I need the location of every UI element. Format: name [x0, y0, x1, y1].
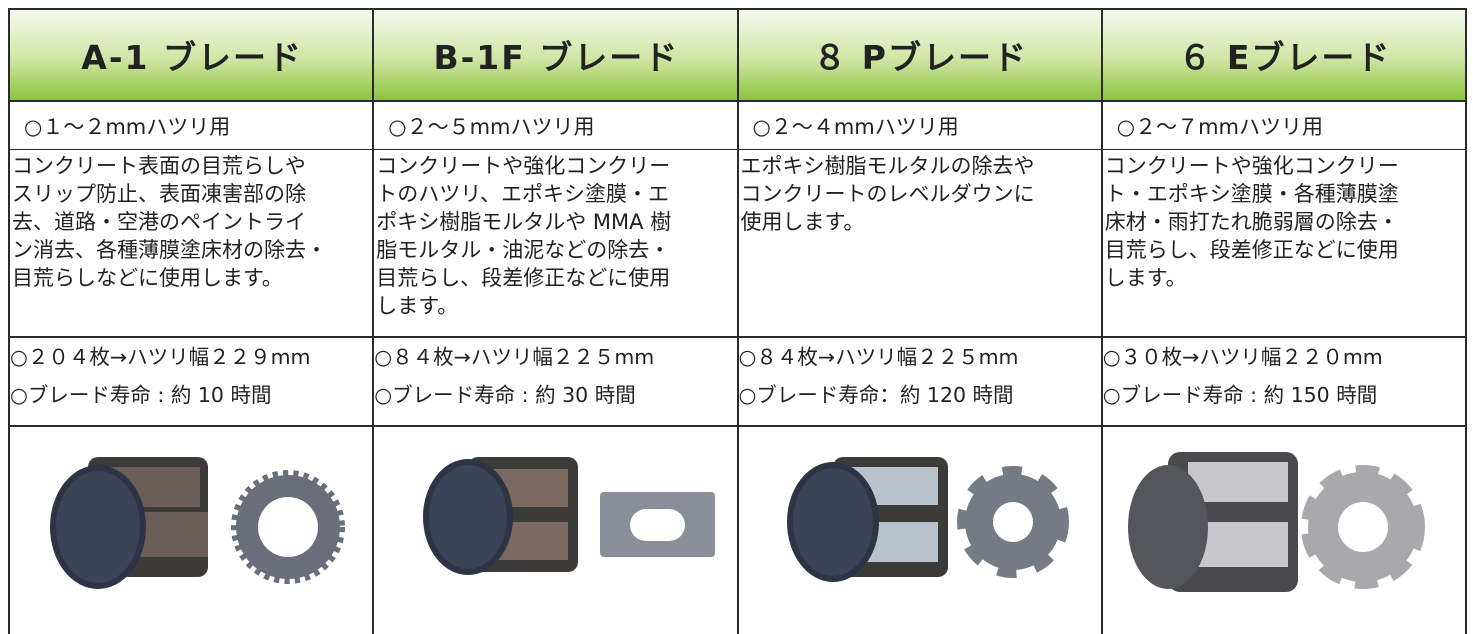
description-line: 脂モルタル・油泥などの除去・: [376, 238, 671, 262]
spec-line: ○８４枚→ハツリ幅２２５mm: [374, 345, 655, 369]
range-label: ○２～５mmハツリ用: [372, 102, 739, 150]
blade-photo-b1f: [423, 457, 715, 575]
specs: ○８４枚→ハツリ幅２２５mm ○ブレード寿命：約 120 時間: [736, 338, 1103, 427]
spec-line: ○２０４枚→ハツリ幅２２９mm: [10, 345, 311, 369]
column-title: B-1F ブレード: [372, 8, 739, 102]
description-line: トのハツリ、エポキシ塗膜・エ: [376, 182, 669, 206]
description-line: ポキシ樹脂モルタルや MMA 樹: [376, 210, 672, 234]
description-line: します。: [1104, 266, 1187, 290]
spec-line: ○８４枚→ハツリ幅２２５mm: [738, 345, 1019, 369]
description-line: 目荒らし、段差修正などに使用: [1104, 238, 1399, 262]
spec-line: ○３０枚→ハツリ幅２２０mm: [1102, 345, 1383, 369]
description: エポキシ樹脂モルタルの除去や コンクリートのレベルダウンに 使用します。: [736, 150, 1103, 338]
description-line: コンクリートや強化コンクリー: [376, 154, 671, 178]
spec-line: ○ブレード寿命：約 120 時間: [738, 383, 1014, 407]
description: コンクリートや強化コンクリー トのハツリ、エポキシ塗膜・エ ポキシ樹脂モルタルや M…: [372, 150, 739, 338]
spec-line: ○ブレード寿命 : 約 150 時間: [1102, 383, 1378, 407]
description-line: 目荒らしなどに使用します。: [12, 266, 283, 290]
range-label: ○２～７mmハツリ用: [1100, 102, 1467, 150]
blade-images: [50, 452, 1425, 592]
range-label: ○１～２mmハツリ用: [8, 102, 375, 150]
description-line: ン消去、各種薄膜塗床材の除去・: [12, 238, 327, 262]
specs: ○２０４枚→ハツリ幅２２９mm ○ブレード寿命 : 約 10 時間: [8, 338, 375, 427]
description-line: します。: [376, 294, 459, 318]
spec-line: ○ブレード寿命 : 約 30 時間: [374, 383, 636, 407]
description-line: コンクリート表面の目荒らしや: [12, 154, 306, 178]
column-title: ８ Pブレード: [736, 8, 1103, 102]
column-title: A-1 ブレード: [8, 8, 375, 102]
description-line: 床材・雨打たれ脆弱層の除去・: [1104, 210, 1399, 234]
description-line: スリップ防止、表面凍害部の除: [12, 182, 306, 206]
blade-photo-6e: [1128, 452, 1425, 592]
right-border: [1465, 8, 1467, 634]
specs: ○８４枚→ハツリ幅２２５mm ○ブレード寿命 : 約 30 時間: [372, 338, 739, 427]
description-line: 目荒らし、段差修正などに使用: [376, 266, 671, 290]
description-line: エポキシ樹脂モルタルの除去や: [740, 154, 1035, 178]
description-line: 去、道路・空港のペイントライ: [12, 210, 306, 234]
description-line: ト・エポキシ塗膜・各種薄膜塗: [1104, 182, 1399, 206]
spec-line: ○ブレード寿命 : 約 10 時間: [10, 383, 272, 407]
description-line: コンクリートのレベルダウンに: [740, 182, 1035, 206]
range-label: ○２～４mmハツリ用: [736, 102, 1103, 150]
column-title: ６ Eブレード: [1100, 8, 1467, 102]
description-line: コンクリートや強化コンクリー: [1104, 154, 1399, 178]
specs: ○３０枚→ハツリ幅２２０mm ○ブレード寿命 : 約 150 時間: [1100, 338, 1467, 427]
blade-photo-a1: [50, 457, 345, 589]
description: コンクリートや強化コンクリー ト・エポキシ塗膜・各種薄膜塗 床材・雨打たれ脆弱層の除…: [1100, 150, 1467, 338]
description: コンクリート表面の目荒らしや スリップ防止、表面凍害部の除 去、道路・空港のペイント…: [8, 150, 375, 338]
description-line: 使用します。: [740, 210, 865, 234]
blade-photo-8p: [787, 457, 1069, 582]
